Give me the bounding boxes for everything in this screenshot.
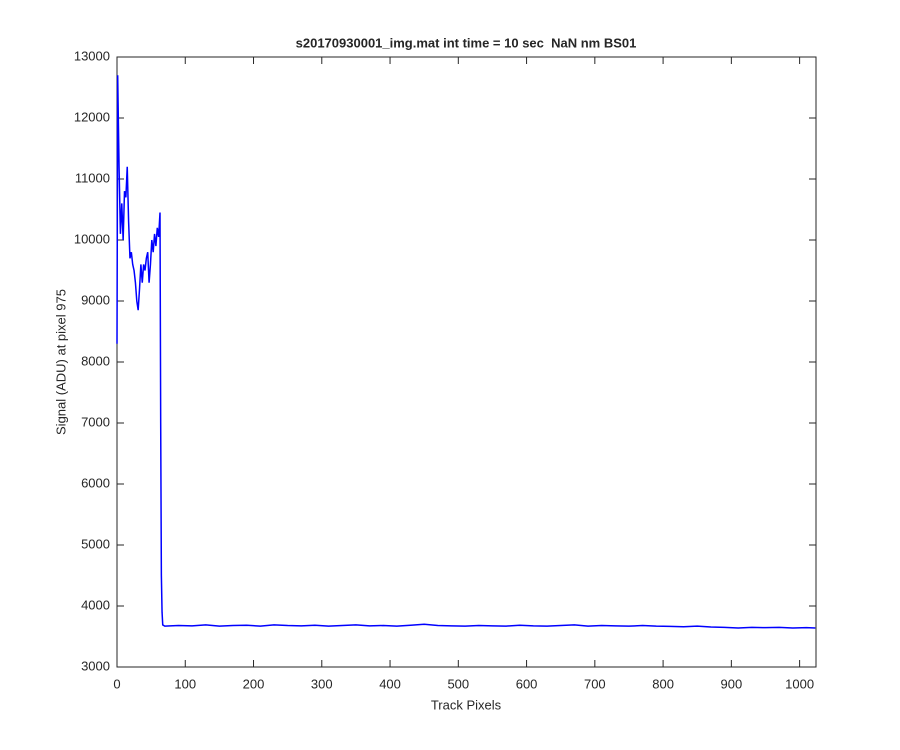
plot-area bbox=[116, 56, 817, 668]
x-tick-label: 800 bbox=[652, 676, 674, 691]
y-tick-label: 8000 bbox=[81, 353, 110, 368]
x-axis-label: Track Pixels bbox=[431, 697, 502, 712]
x-tick-label: 600 bbox=[516, 676, 538, 691]
x-tick-label: 200 bbox=[243, 676, 265, 691]
y-tick-label: 13000 bbox=[74, 48, 110, 63]
x-tick-label: 1000 bbox=[785, 676, 814, 691]
y-tick-label: 12000 bbox=[74, 109, 110, 124]
x-tick-label: 700 bbox=[584, 676, 606, 691]
y-tick-label: 7000 bbox=[81, 414, 110, 429]
x-tick-label: 400 bbox=[379, 676, 401, 691]
y-tick-label: 10000 bbox=[74, 231, 110, 246]
y-tick-label: 5000 bbox=[81, 536, 110, 551]
x-tick-label: 0 bbox=[113, 676, 120, 691]
x-tick-label: 300 bbox=[311, 676, 333, 691]
x-tick-label: 100 bbox=[174, 676, 196, 691]
y-tick-label: 3000 bbox=[81, 658, 110, 673]
y-tick-label: 9000 bbox=[81, 292, 110, 307]
chart-title: s20170930001_img.mat int time = 10 sec N… bbox=[296, 35, 637, 50]
y-tick-label: 6000 bbox=[81, 475, 110, 490]
y-tick-label: 4000 bbox=[81, 597, 110, 612]
x-tick-label: 500 bbox=[447, 676, 469, 691]
x-tick-label: 900 bbox=[721, 676, 743, 691]
y-tick-label: 11000 bbox=[75, 170, 110, 185]
data-line bbox=[116, 75, 816, 629]
y-axis-label: Signal (ADU) at pixel 975 bbox=[53, 289, 68, 435]
